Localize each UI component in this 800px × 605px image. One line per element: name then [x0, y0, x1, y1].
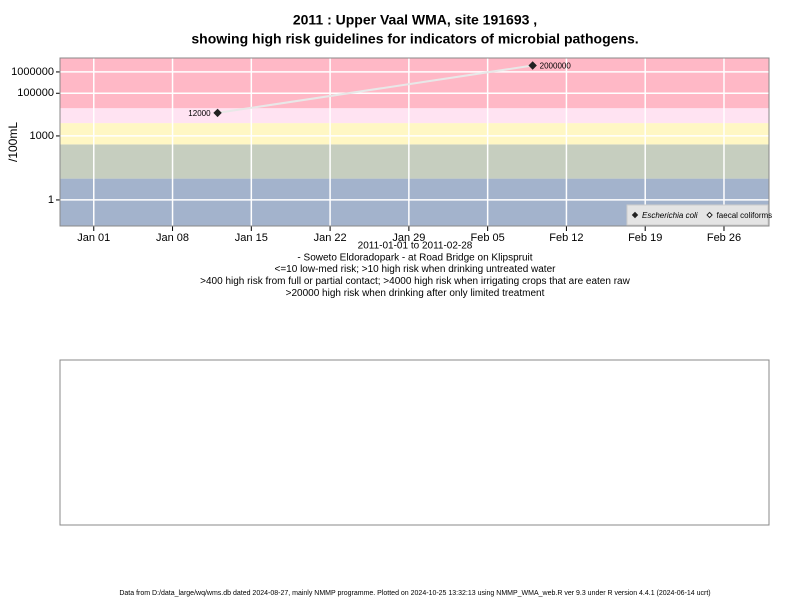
- y-tick-label: 1000000: [11, 66, 54, 78]
- subtitle: 2011-01-01 to 2011-02-28: [358, 241, 473, 252]
- x-tick-label: Feb 05: [471, 232, 505, 244]
- x-tick-label: Jan 08: [156, 232, 189, 244]
- risk-band: [60, 144, 769, 179]
- empty-panel: [59, 359, 770, 526]
- point: [213, 108, 222, 118]
- legend-label: faecal coliforms: [717, 211, 773, 220]
- x-tick-label: Feb 12: [549, 232, 583, 244]
- y-axis-label: /100mL: [6, 122, 20, 162]
- plot-frame: [59, 57, 770, 227]
- data-label: 2000000: [540, 62, 572, 71]
- subtitle: <=10 low-med risk; >10 high risk when dr…: [275, 264, 557, 275]
- legend-box: [626, 204, 769, 226]
- data-label: 12000: [188, 109, 211, 118]
- risk-band: [60, 108, 769, 124]
- y-tick-label: 1000: [30, 130, 54, 142]
- series-line: [217, 64, 533, 114]
- footer: Data from D:/data_large/wq/wms.db dated …: [119, 590, 710, 597]
- x-tick-label: Jan 29: [392, 232, 425, 244]
- point: [528, 61, 537, 70]
- legend-symbol: [706, 211, 713, 219]
- subtitle: - Soweto Eldoradopark - at Road Bridge o…: [297, 252, 532, 263]
- chart-title: 2011 : Upper Vaal WMA, site 191693 ,: [293, 12, 537, 28]
- legend-label: Escherichia coli: [642, 211, 698, 220]
- y-tick-label: 100000: [17, 87, 54, 99]
- x-tick-label: Jan 22: [314, 232, 347, 244]
- risk-band: [60, 123, 769, 145]
- x-tick-label: Feb 19: [628, 232, 662, 244]
- x-tick-label: Jan 01: [77, 232, 110, 244]
- legend-symbol: [631, 211, 639, 219]
- x-tick-label: Jan 15: [235, 232, 268, 244]
- subtitle: >20000 high risk when drinking after onl…: [286, 288, 545, 299]
- chart-title: showing high risk guidelines for indicat…: [191, 31, 638, 47]
- subtitle: >400 high risk from full or partial cont…: [200, 276, 630, 287]
- y-tick-label: 1: [48, 194, 54, 206]
- x-tick-label: Feb 26: [707, 232, 741, 244]
